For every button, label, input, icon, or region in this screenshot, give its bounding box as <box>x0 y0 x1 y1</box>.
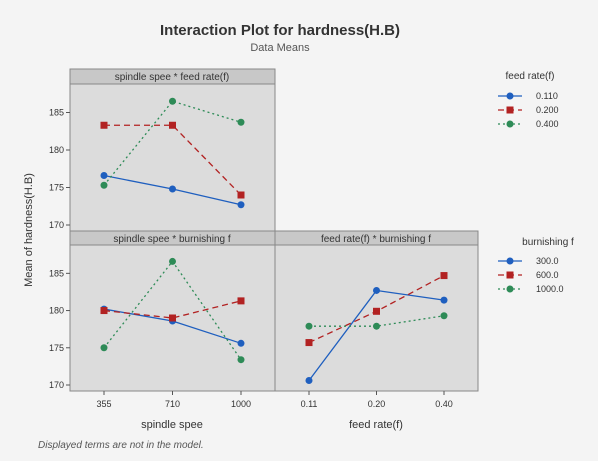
legend-2-title: burnishing f <box>522 237 574 248</box>
panel-3-series-2-point-0 <box>305 322 313 330</box>
panel-3-background <box>274 244 479 392</box>
panel-2-title: spindle spee * burnishing f <box>113 234 231 245</box>
panel-1-series-line-2 <box>103 100 242 186</box>
legend-burnishing: 300.0 600.0 1000.0 <box>498 256 564 294</box>
panel-3-title: feed rate(f) * burnishing f <box>321 234 431 245</box>
panel-1-y-tick-label-2: 180 <box>49 145 64 155</box>
panel-3-series-0-point-1 <box>373 286 380 294</box>
panel-2-x-tick-label-0: 355 <box>96 399 111 409</box>
panel-2-series-1-point-1 <box>169 314 176 322</box>
panel-3-header <box>274 230 479 246</box>
panel-2-x-tick-label-2: 1000 <box>231 399 251 409</box>
panel-3-series-2-point-1 <box>373 322 380 330</box>
legend-1-label-0: 0.110 <box>536 91 558 101</box>
panel-1-series-1-point-0 <box>100 121 108 129</box>
panel-2-y-tick-label-2: 180 <box>49 306 64 316</box>
panel-1-series-0-point-2 <box>237 201 245 209</box>
y-axis-label: Mean of hardness(H.B) <box>23 173 35 287</box>
legend-1-label-2: 0.400 <box>536 119 559 129</box>
panel-3-series-0-point-2 <box>440 296 448 304</box>
panel-2-series-2-point-1 <box>169 257 176 265</box>
panel-1-series-0-point-1 <box>169 185 176 193</box>
panel-3-series-1-point-1 <box>373 307 380 315</box>
legend-2-label-1: 600.0 <box>536 270 559 280</box>
chart-subtitle: Data Means <box>250 42 310 54</box>
panel-1-series-2-point-1 <box>169 97 176 105</box>
panel-3-x-tick-label-2: 0.40 <box>435 399 453 409</box>
legend-1-marker-1 <box>506 106 514 114</box>
panel-1-series-2-point-0 <box>100 181 108 189</box>
x-axis-label-right: feed rate(f) <box>349 419 403 431</box>
panel-3-series-0-point-0 <box>305 377 313 385</box>
legend-1-marker-2 <box>506 120 514 128</box>
panel-2-series-2-point-2 <box>237 356 245 364</box>
panel-2-series-1-point-2 <box>237 297 245 305</box>
legend-2-marker-2 <box>506 285 514 293</box>
panel-2-y-tick-label-1: 175 <box>49 343 64 353</box>
legend-feed-rate: 0.110 0.200 0.400 <box>498 91 559 129</box>
panel-3-x-tick-label-1: 0.20 <box>368 399 386 409</box>
panel-2-series-1-point-0 <box>100 307 108 315</box>
legend-2-marker-0 <box>506 257 514 265</box>
legend-1-label-1: 0.200 <box>536 105 559 115</box>
panel-1-y-tick-label-1: 175 <box>49 183 64 193</box>
panel-3-series-1-point-2 <box>440 272 448 280</box>
legend-1-marker-0 <box>506 92 514 100</box>
panel-2-series-line-1 <box>103 300 242 319</box>
panel-2-x-tick-label-1: 710 <box>165 399 180 409</box>
x-axis-label-left: spindle spee <box>141 419 203 431</box>
panel-2-y-tick-label-0: 170 <box>49 380 64 390</box>
panel-1-header <box>69 68 276 85</box>
legend-2-marker-1 <box>506 271 514 279</box>
panel-1-y-tick-label-3: 185 <box>49 108 64 118</box>
panel-1-title: spindle spee * feed rate(f) <box>115 72 230 83</box>
panel-3-x-tick-label-0: 0.11 <box>301 399 318 409</box>
legend-2-label-0: 300.0 <box>536 256 559 266</box>
panel-1-series-1-point-1 <box>169 121 176 129</box>
panel-1-series-2-point-2 <box>237 118 245 126</box>
panel-1-background <box>69 83 276 232</box>
panel-1-y-tick-label-0: 170 <box>49 220 64 230</box>
panel-3-series-1-point-0 <box>305 339 313 347</box>
panel-1-series-0-point-0 <box>100 172 108 179</box>
panel-3-series-2-point-2 <box>440 312 448 320</box>
chart-title: Interaction Plot for hardness(H.B) <box>159 22 401 39</box>
footnote: Displayed terms are not in the model. <box>38 440 204 451</box>
legend-2-label-2: 1000.0 <box>536 284 564 294</box>
legend-1-title: feed rate(f) <box>506 71 555 82</box>
panel-2-y-tick-label-3: 185 <box>49 268 64 278</box>
panel-1-series-1-point-2 <box>237 191 245 199</box>
panel-1-series-line-1 <box>104 124 242 196</box>
panel-2-series-0-point-2 <box>237 339 245 347</box>
panel-2-series-2-point-0 <box>100 344 108 352</box>
